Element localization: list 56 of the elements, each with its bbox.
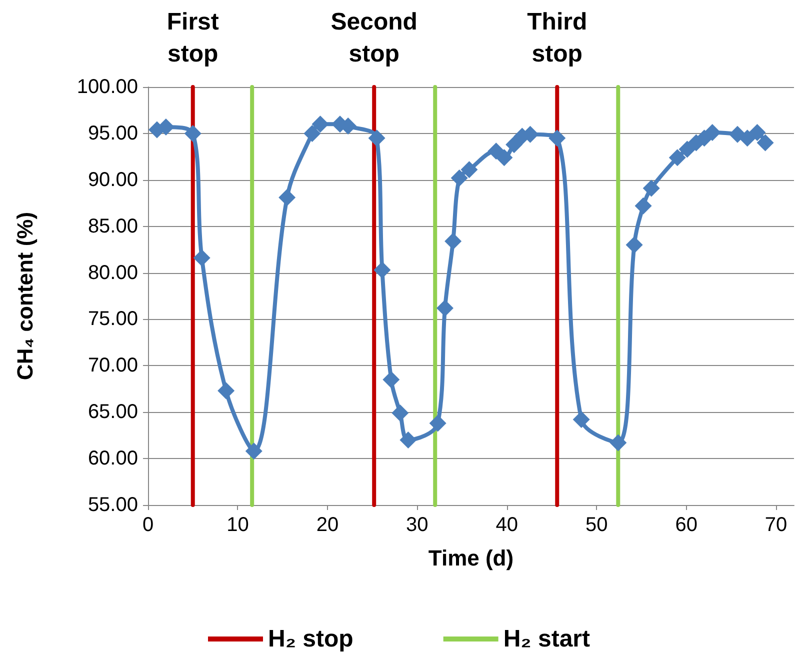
point <box>460 161 478 178</box>
point <box>738 130 756 147</box>
point <box>496 149 513 166</box>
text: Third stop <box>527 8 588 68</box>
y-tick-label: 70.00 <box>88 354 138 377</box>
point <box>193 249 210 266</box>
y-axis-title: CH₄ content (%) <box>12 212 38 380</box>
legend-label: H₂ stop <box>268 626 354 652</box>
x-tick-label: 40 <box>496 514 518 536</box>
point <box>748 124 766 142</box>
y-tick-label: 100.00 <box>76 76 138 98</box>
x-tick-label: 20 <box>316 514 339 536</box>
point <box>278 189 296 206</box>
y-tick-label: 85.00 <box>88 215 138 238</box>
x-tick-label: 70 <box>764 514 788 536</box>
point <box>368 130 386 147</box>
y-tick-label: 80.00 <box>88 262 138 284</box>
point <box>245 442 262 460</box>
point <box>218 382 235 400</box>
x-axis-title: Time (d) <box>428 546 514 570</box>
point <box>382 371 400 388</box>
point <box>626 236 643 254</box>
x-tick-label: 50 <box>585 514 608 536</box>
point <box>444 232 462 250</box>
point <box>392 404 409 422</box>
point <box>668 149 686 166</box>
point <box>548 130 566 147</box>
legend-label: H₂ start <box>503 626 590 652</box>
text: Second stop <box>330 8 418 68</box>
point <box>634 197 652 214</box>
point <box>450 170 468 187</box>
y-tick-label: 95.00 <box>88 122 138 144</box>
x-tick-label: 10 <box>226 514 249 536</box>
point <box>429 414 446 432</box>
text: First stop <box>166 8 219 68</box>
point <box>312 116 329 133</box>
point <box>756 134 774 152</box>
point <box>400 431 417 448</box>
y-tick-label: 75.00 <box>88 308 138 330</box>
point <box>184 124 202 142</box>
point <box>610 434 627 452</box>
point <box>642 180 660 197</box>
y-tick-label: 65.00 <box>88 401 138 424</box>
y-tick-label: 55.00 <box>88 494 138 516</box>
point <box>374 261 391 278</box>
x-tick-label: 30 <box>406 514 428 536</box>
point <box>506 136 523 154</box>
y-tick-label: 90.00 <box>88 168 138 191</box>
point <box>436 300 454 317</box>
x-tick-label: 0 <box>142 514 154 536</box>
x-tick-label: 60 <box>675 514 698 536</box>
point <box>304 124 321 142</box>
point <box>704 124 721 142</box>
point <box>572 411 590 428</box>
y-tick-label: 60.00 <box>88 448 138 470</box>
point <box>678 140 696 158</box>
